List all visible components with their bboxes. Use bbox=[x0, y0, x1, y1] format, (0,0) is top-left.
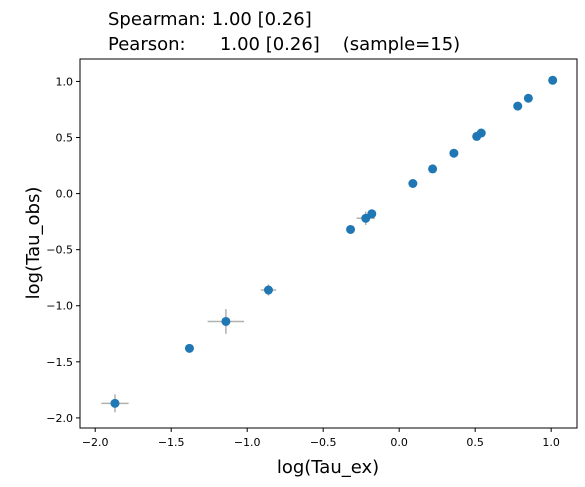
data-point bbox=[449, 148, 459, 158]
y-tick-label: −1.0 bbox=[46, 300, 73, 313]
chart-title-line-1: Spearman: 1.00 [0.26] bbox=[108, 9, 312, 30]
x-axis-label: log(Tau_ex) bbox=[277, 457, 379, 478]
x-tick-label: 0.0 bbox=[390, 436, 408, 449]
data-point bbox=[110, 398, 120, 408]
error-bars bbox=[101, 79, 555, 413]
y-tick-label: 0.5 bbox=[56, 132, 74, 145]
data-point bbox=[346, 224, 356, 234]
y-tick-label: 0.0 bbox=[56, 188, 74, 201]
data-point bbox=[523, 93, 533, 103]
y-tick-label: 1.0 bbox=[56, 75, 74, 88]
data-point bbox=[408, 178, 418, 188]
y-axis-label: log(Tau_obs) bbox=[23, 187, 44, 300]
plot-frame bbox=[79, 58, 578, 429]
y-tick-label: −0.5 bbox=[46, 244, 73, 257]
x-axis-ticks: −2.0 −1.5 −1.0 −0.5 0.0 0.5 1.0 bbox=[82, 428, 560, 449]
y-axis-ticks: −2.0 −1.5 −1.0 −0.5 0.0 0.5 1.0 bbox=[46, 75, 80, 425]
data-point bbox=[428, 164, 438, 174]
x-tick-label: −1.5 bbox=[158, 436, 185, 449]
chart-title-line-2: Pearson: 1.00 [0.26] (sample=15) bbox=[108, 34, 460, 55]
data-point bbox=[263, 285, 273, 295]
data-point bbox=[513, 101, 523, 111]
x-tick-label: −1.0 bbox=[234, 436, 261, 449]
x-tick-label: 1.0 bbox=[542, 436, 560, 449]
y-tick-label: −1.5 bbox=[46, 356, 73, 369]
data-point bbox=[476, 128, 486, 138]
data-point bbox=[367, 209, 377, 219]
x-tick-label: −0.5 bbox=[310, 436, 337, 449]
data-points bbox=[110, 75, 558, 408]
data-point bbox=[184, 343, 194, 353]
x-tick-label: 0.5 bbox=[466, 436, 484, 449]
x-tick-label: −2.0 bbox=[82, 436, 109, 449]
y-tick-label: −2.0 bbox=[46, 412, 73, 425]
data-point bbox=[221, 316, 231, 326]
data-point bbox=[548, 75, 558, 85]
